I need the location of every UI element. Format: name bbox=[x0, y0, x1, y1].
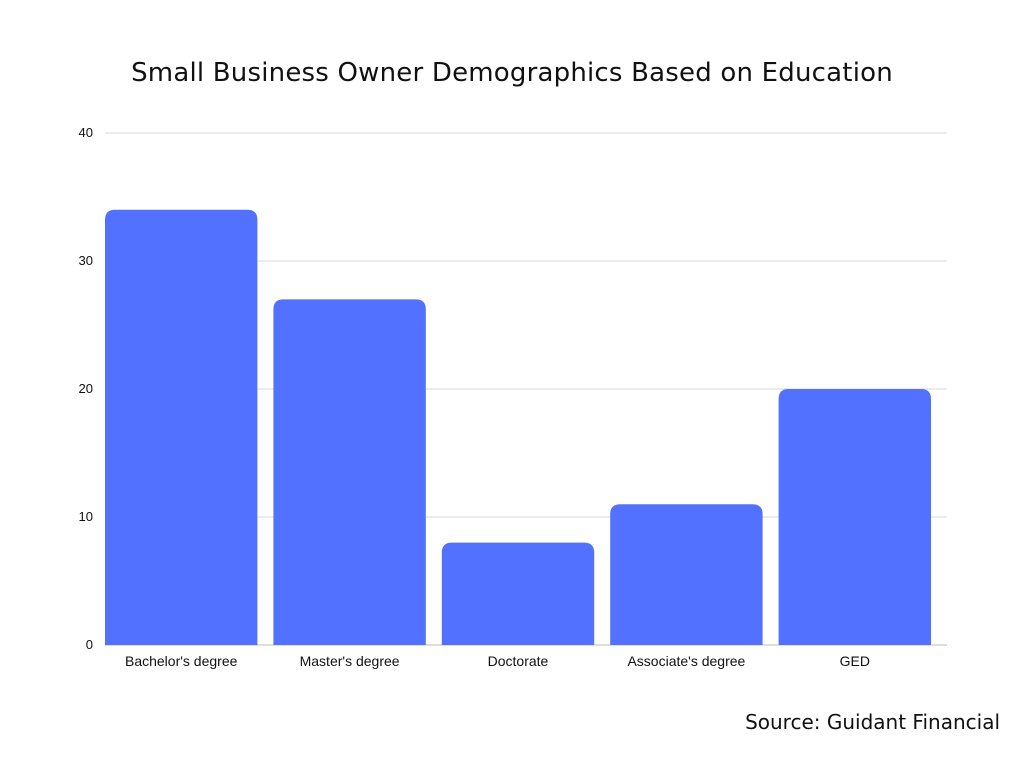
x-tick-label: GED bbox=[840, 653, 870, 669]
x-tick-label: Associate's degree bbox=[627, 653, 745, 669]
chart-title: Small Business Owner Demographics Based … bbox=[131, 58, 893, 88]
x-tick-label: Bachelor's degree bbox=[125, 653, 238, 669]
bar bbox=[441, 542, 595, 645]
y-axis-ticks: 0 10 20 30 40 bbox=[79, 125, 93, 652]
y-tick-label: 20 bbox=[79, 381, 93, 396]
bar bbox=[273, 299, 426, 645]
bar bbox=[610, 504, 763, 645]
y-tick-label: 40 bbox=[79, 125, 93, 140]
y-tick-label: 10 bbox=[79, 509, 93, 524]
y-tick-label: 0 bbox=[86, 637, 93, 652]
bars bbox=[105, 209, 931, 646]
x-tick-label: Master's degree bbox=[300, 653, 400, 669]
y-tick-label: 30 bbox=[79, 253, 93, 268]
x-axis-ticks: Bachelor's degree Master's degree Doctorat… bbox=[125, 653, 870, 669]
source-note: Source: Guidant Financial bbox=[745, 710, 1000, 734]
bar bbox=[778, 389, 931, 645]
bar bbox=[105, 209, 258, 646]
x-tick-label: Doctorate bbox=[488, 653, 549, 669]
